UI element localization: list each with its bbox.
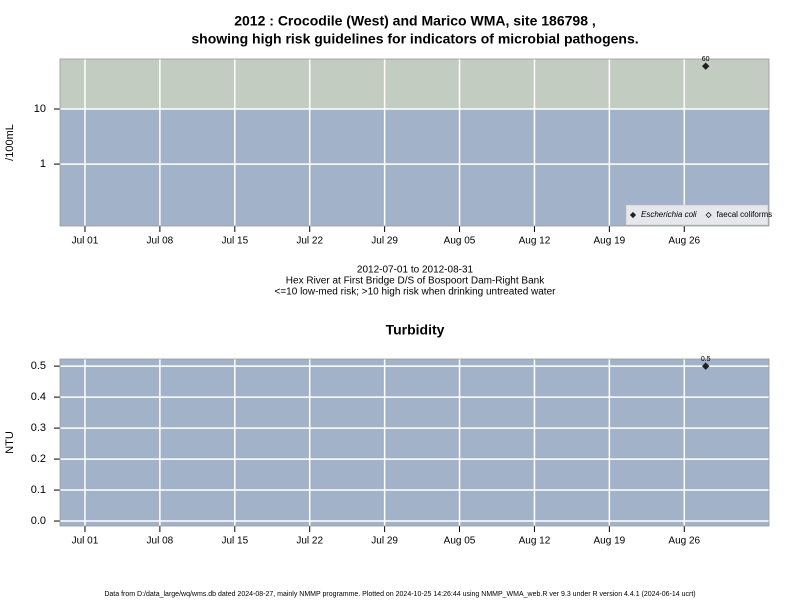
legend-box [625, 204, 769, 226]
data-point [701, 362, 710, 370]
y-tick-label: 0.1 [31, 484, 46, 496]
y-tick-label: 1 [40, 158, 46, 170]
y-tick-label: 0.0 [31, 515, 46, 527]
y-tick-label: 0.5 [31, 360, 46, 372]
x-tick-label: Aug 12 [519, 236, 551, 247]
caption: 2012-07-01 to 2012-08-31 [357, 265, 474, 276]
x-tick-label: Aug 26 [668, 236, 700, 247]
legend-label: Escherichia coli [641, 210, 697, 219]
plot-background [60, 359, 769, 526]
x-tick-label: Aug 05 [444, 536, 476, 547]
plot-frame [59, 58, 770, 227]
data-point [701, 62, 710, 70]
x-tick-label: Jul 22 [296, 536, 323, 547]
footer: Data from D:/data_large/wq/wms.db dated … [104, 591, 695, 598]
high-risk-band [60, 59, 769, 110]
x-tick-label: Jul 15 [221, 236, 248, 247]
y-tick-label: 0.2 [31, 453, 46, 465]
x-tick-label: Jul 01 [72, 236, 99, 247]
caption: Hex River at First Bridge D/S of Bospoor… [286, 276, 545, 287]
x-tick-label: Aug 12 [519, 536, 551, 547]
x-tick-label: Aug 19 [594, 536, 626, 547]
chart-title: showing high risk guidelines for indicat… [191, 31, 638, 47]
plot-frame [59, 358, 770, 527]
chart-title: 2012 : Crocodile (West) and Marico WMA, … [234, 13, 596, 29]
y-axis-label: NTU [4, 431, 16, 454]
y-tick-label: 10 [34, 103, 46, 115]
data-label: 0.5 [701, 356, 711, 363]
y-axis-label: /100mL [4, 124, 16, 161]
x-tick-label: Aug 19 [594, 236, 626, 247]
chart-title: Turbidity [386, 322, 445, 338]
legend-marker [629, 211, 637, 219]
data-label: 60 [702, 56, 710, 63]
x-tick-label: Jul 01 [72, 536, 99, 547]
y-tick-label: 0.4 [31, 391, 46, 403]
x-tick-label: Jul 22 [296, 236, 323, 247]
x-tick-label: Aug 26 [668, 536, 700, 547]
y-tick-label: 0.3 [31, 422, 46, 434]
legend-label: faecal coliforms [717, 210, 773, 219]
x-tick-label: Aug 05 [444, 236, 476, 247]
x-tick-label: Jul 08 [147, 536, 174, 547]
x-tick-label: Jul 15 [221, 536, 248, 547]
x-tick-label: Jul 29 [371, 236, 398, 247]
x-tick-label: Jul 29 [371, 536, 398, 547]
legend-marker [705, 211, 712, 219]
caption: <=10 low-med risk; >10 high risk when dr… [275, 287, 557, 298]
x-tick-label: Jul 08 [147, 236, 174, 247]
